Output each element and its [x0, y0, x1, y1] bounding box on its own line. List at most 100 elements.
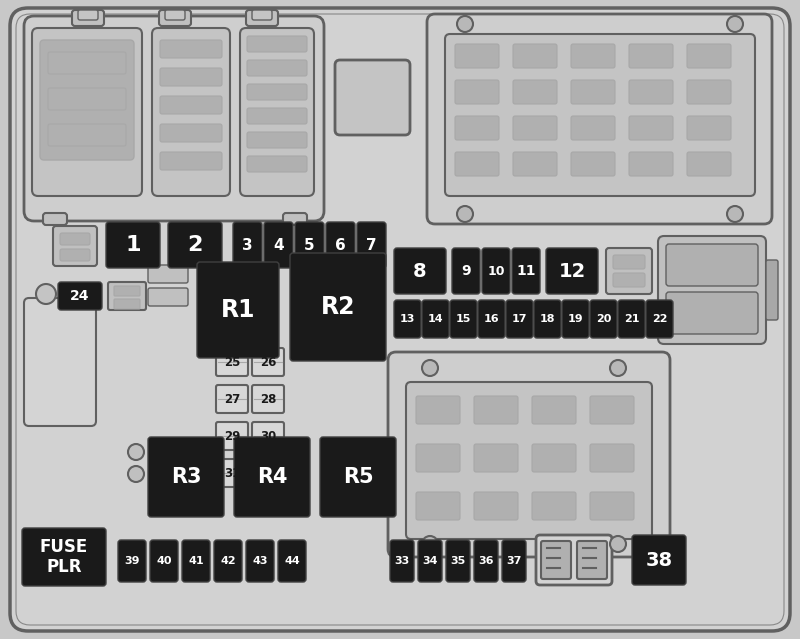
- Circle shape: [422, 360, 438, 376]
- Text: 15: 15: [456, 314, 471, 324]
- FancyBboxPatch shape: [666, 244, 758, 286]
- FancyBboxPatch shape: [390, 540, 414, 582]
- FancyBboxPatch shape: [246, 540, 274, 582]
- FancyBboxPatch shape: [148, 288, 188, 306]
- FancyBboxPatch shape: [590, 300, 617, 338]
- FancyBboxPatch shape: [252, 422, 284, 450]
- Text: 26: 26: [260, 355, 276, 369]
- Text: 7: 7: [366, 238, 377, 252]
- Text: 34: 34: [422, 556, 438, 566]
- FancyBboxPatch shape: [32, 28, 142, 196]
- FancyBboxPatch shape: [72, 10, 104, 26]
- FancyBboxPatch shape: [455, 116, 499, 140]
- FancyBboxPatch shape: [532, 492, 576, 520]
- FancyBboxPatch shape: [43, 213, 67, 225]
- FancyBboxPatch shape: [416, 396, 460, 424]
- FancyBboxPatch shape: [632, 535, 686, 585]
- FancyBboxPatch shape: [252, 459, 284, 487]
- FancyBboxPatch shape: [118, 540, 146, 582]
- Text: 35: 35: [450, 556, 466, 566]
- FancyBboxPatch shape: [513, 152, 557, 176]
- FancyBboxPatch shape: [536, 535, 612, 585]
- FancyBboxPatch shape: [160, 152, 222, 170]
- Text: 31: 31: [224, 466, 240, 479]
- FancyBboxPatch shape: [182, 540, 210, 582]
- FancyBboxPatch shape: [482, 248, 510, 294]
- Text: R5: R5: [342, 467, 374, 487]
- FancyBboxPatch shape: [247, 132, 307, 148]
- FancyBboxPatch shape: [427, 14, 772, 224]
- FancyBboxPatch shape: [532, 396, 576, 424]
- FancyBboxPatch shape: [247, 84, 307, 100]
- FancyBboxPatch shape: [450, 300, 477, 338]
- FancyBboxPatch shape: [687, 44, 731, 68]
- FancyBboxPatch shape: [446, 540, 470, 582]
- FancyBboxPatch shape: [532, 444, 576, 472]
- FancyBboxPatch shape: [247, 156, 307, 172]
- FancyBboxPatch shape: [546, 248, 598, 294]
- FancyBboxPatch shape: [48, 52, 126, 74]
- FancyBboxPatch shape: [577, 541, 607, 579]
- FancyBboxPatch shape: [114, 299, 140, 309]
- FancyBboxPatch shape: [60, 233, 90, 245]
- FancyBboxPatch shape: [658, 236, 766, 344]
- Circle shape: [610, 536, 626, 552]
- FancyBboxPatch shape: [606, 248, 652, 294]
- Text: 5: 5: [304, 238, 315, 252]
- FancyBboxPatch shape: [335, 60, 410, 135]
- FancyBboxPatch shape: [326, 222, 355, 268]
- FancyBboxPatch shape: [168, 222, 222, 268]
- FancyBboxPatch shape: [590, 492, 634, 520]
- Text: 16: 16: [484, 314, 499, 324]
- FancyBboxPatch shape: [766, 260, 778, 320]
- Text: R1: R1: [221, 298, 255, 322]
- FancyBboxPatch shape: [629, 152, 673, 176]
- FancyBboxPatch shape: [40, 40, 134, 160]
- FancyBboxPatch shape: [506, 300, 533, 338]
- FancyBboxPatch shape: [216, 422, 248, 450]
- FancyBboxPatch shape: [571, 116, 615, 140]
- Text: 20: 20: [596, 314, 611, 324]
- FancyBboxPatch shape: [666, 292, 758, 334]
- FancyBboxPatch shape: [295, 222, 324, 268]
- Text: 13: 13: [400, 314, 415, 324]
- FancyBboxPatch shape: [534, 300, 561, 338]
- FancyBboxPatch shape: [78, 10, 98, 20]
- FancyBboxPatch shape: [283, 213, 307, 225]
- Text: 6: 6: [335, 238, 346, 252]
- Text: 38: 38: [646, 551, 673, 569]
- FancyBboxPatch shape: [148, 437, 224, 517]
- Text: 4: 4: [273, 238, 284, 252]
- FancyBboxPatch shape: [394, 248, 446, 294]
- Text: 12: 12: [558, 261, 586, 281]
- FancyBboxPatch shape: [613, 273, 645, 287]
- FancyBboxPatch shape: [320, 437, 396, 517]
- FancyBboxPatch shape: [513, 116, 557, 140]
- FancyBboxPatch shape: [246, 10, 278, 26]
- Circle shape: [727, 16, 743, 32]
- Text: 1: 1: [126, 235, 141, 255]
- FancyBboxPatch shape: [216, 459, 248, 487]
- FancyBboxPatch shape: [629, 80, 673, 104]
- FancyBboxPatch shape: [406, 382, 652, 539]
- FancyBboxPatch shape: [418, 540, 442, 582]
- FancyBboxPatch shape: [165, 10, 185, 20]
- FancyBboxPatch shape: [252, 348, 284, 376]
- FancyBboxPatch shape: [216, 348, 248, 376]
- FancyBboxPatch shape: [474, 396, 518, 424]
- FancyBboxPatch shape: [24, 298, 96, 426]
- FancyBboxPatch shape: [613, 255, 645, 269]
- Text: 39: 39: [124, 556, 140, 566]
- FancyBboxPatch shape: [455, 80, 499, 104]
- FancyBboxPatch shape: [234, 437, 310, 517]
- Text: 11: 11: [516, 264, 536, 278]
- FancyBboxPatch shape: [502, 540, 526, 582]
- Text: 3: 3: [242, 238, 253, 252]
- FancyBboxPatch shape: [474, 540, 498, 582]
- FancyBboxPatch shape: [252, 10, 272, 20]
- Circle shape: [610, 360, 626, 376]
- FancyBboxPatch shape: [562, 300, 589, 338]
- FancyBboxPatch shape: [646, 300, 673, 338]
- FancyBboxPatch shape: [618, 300, 645, 338]
- FancyBboxPatch shape: [541, 541, 571, 579]
